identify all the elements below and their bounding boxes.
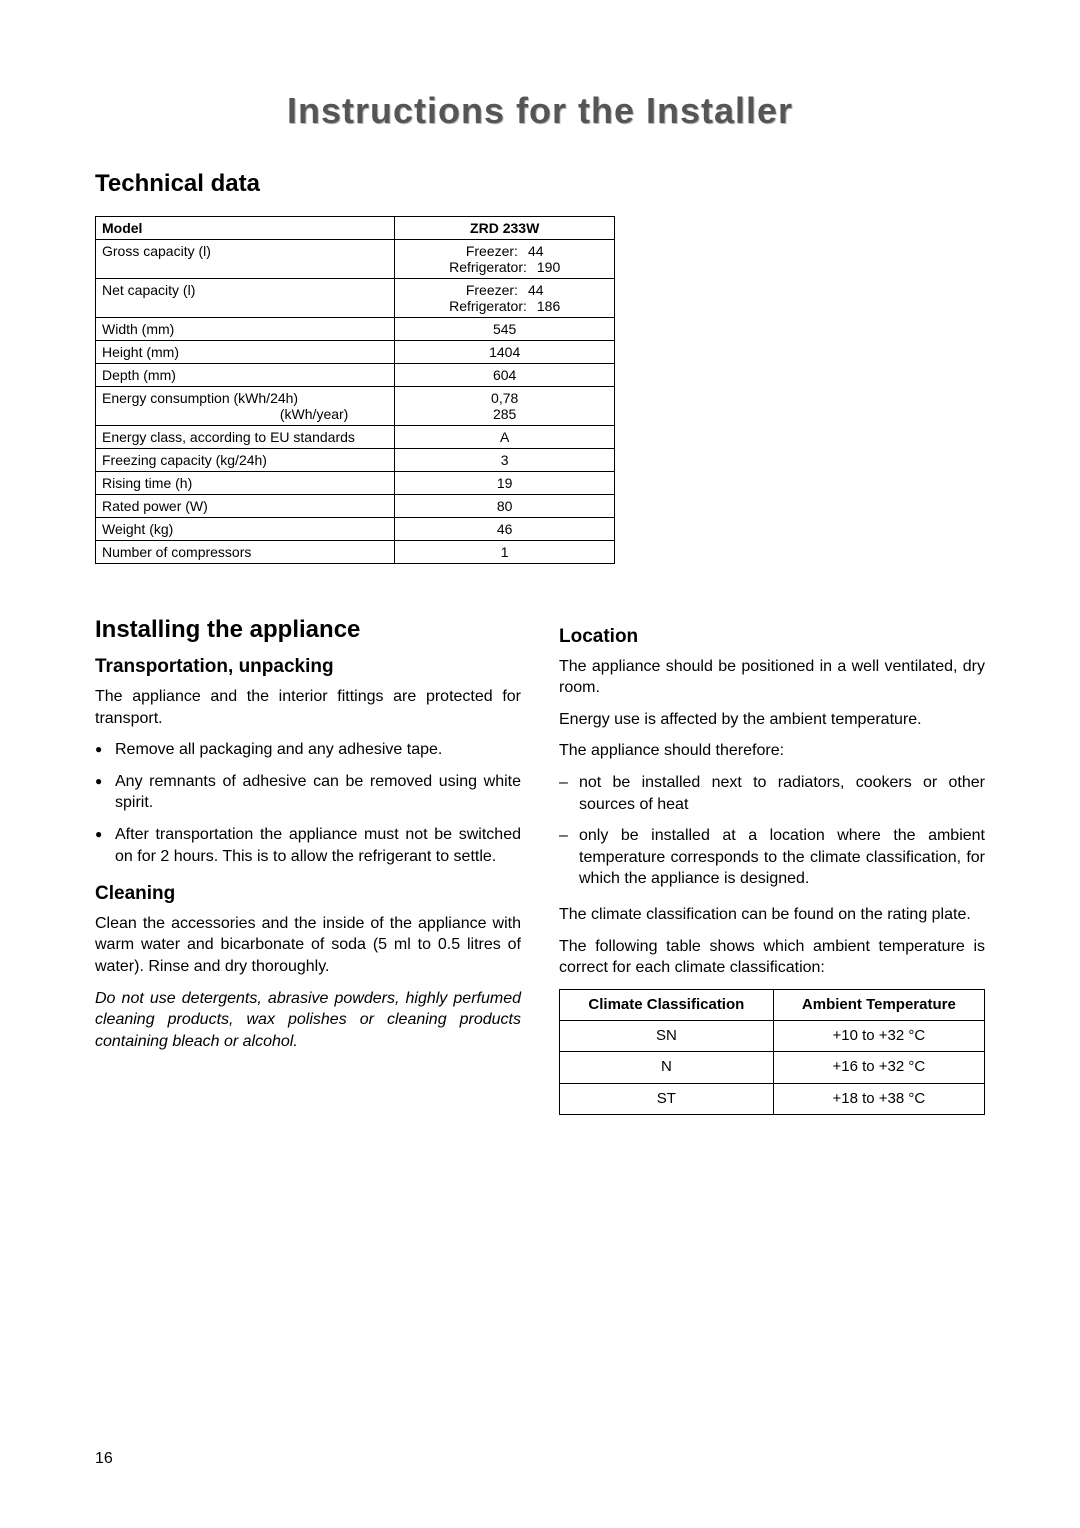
spec-row-value: 1 <box>395 541 615 564</box>
location-heading: Location <box>559 624 985 650</box>
spec-row-value: 3 <box>395 449 615 472</box>
climate-cell: +16 to +32 °C <box>773 1052 984 1083</box>
spec-table: Model ZRD 233W Gross capacity (l) Freeze… <box>95 216 615 564</box>
cleaning-text: Clean the accessories and the inside of … <box>95 913 521 978</box>
location-text: The following table shows which ambient … <box>559 936 985 979</box>
location-list: not be installed next to radiators, cook… <box>559 772 985 890</box>
page-number: 16 <box>95 1450 113 1468</box>
spec-subval: 44 <box>528 243 544 259</box>
spec-header-value: ZRD 233W <box>395 217 615 240</box>
spec-row-label: Energy consumption (kWh/24h) (kWh/year) <box>96 387 395 426</box>
spec-subkey: Freezer: <box>466 282 518 298</box>
spec-subkey: Refrigerator: <box>449 259 527 275</box>
spec-value-line: 285 <box>401 406 608 422</box>
installing-heading: Installing the appliance <box>95 614 521 646</box>
transport-heading: Transportation, unpacking <box>95 654 521 680</box>
climate-cell: ST <box>560 1083 774 1114</box>
transport-intro: The appliance and the interior fittings … <box>95 686 521 729</box>
climate-cell: +10 to +32 °C <box>773 1021 984 1052</box>
spec-row-label: Number of compressors <box>96 541 395 564</box>
spec-row-value: 604 <box>395 364 615 387</box>
cleaning-heading: Cleaning <box>95 881 521 907</box>
spec-row-value: 1404 <box>395 341 615 364</box>
location-text: The appliance should therefore: <box>559 740 985 762</box>
spec-row-label: Freezing capacity (kg/24h) <box>96 449 395 472</box>
spec-subval: 44 <box>528 282 544 298</box>
list-item: Remove all packaging and any adhesive ta… <box>95 739 521 761</box>
spec-label-line: (kWh/year) <box>102 406 388 422</box>
climate-header: Ambient Temperature <box>773 989 984 1020</box>
spec-header-label: Model <box>96 217 395 240</box>
technical-data-heading: Technical data <box>95 170 985 198</box>
spec-row-label: Energy class, according to EU standards <box>96 426 395 449</box>
spec-row-value: 19 <box>395 472 615 495</box>
page-title: Instructions for the Installer <box>95 90 985 132</box>
list-item: After transportation the appliance must … <box>95 824 521 867</box>
spec-subkey: Refrigerator: <box>449 298 527 314</box>
spec-value-line: 0,78 <box>401 390 608 406</box>
list-item: only be installed at a location where th… <box>559 825 985 890</box>
spec-label-line: Energy consumption (kWh/24h) <box>102 390 388 406</box>
spec-subval: 190 <box>537 259 560 275</box>
spec-row-value: 0,78 285 <box>395 387 615 426</box>
spec-row-label: Rising time (h) <box>96 472 395 495</box>
location-text: The appliance should be positioned in a … <box>559 656 985 699</box>
right-column: Location The appliance should be positio… <box>559 614 985 1115</box>
spec-row-label: Height (mm) <box>96 341 395 364</box>
climate-cell: +18 to +38 °C <box>773 1083 984 1114</box>
spec-row-value: 545 <box>395 318 615 341</box>
climate-cell: N <box>560 1052 774 1083</box>
spec-row-label: Depth (mm) <box>96 364 395 387</box>
list-item: Any remnants of adhesive can be removed … <box>95 771 521 814</box>
climate-table: Climate Classification Ambient Temperatu… <box>559 989 985 1115</box>
spec-row-label: Width (mm) <box>96 318 395 341</box>
spec-subval: 186 <box>537 298 560 314</box>
location-text: Energy use is affected by the ambient te… <box>559 709 985 731</box>
location-text: The climate classification can be found … <box>559 904 985 926</box>
spec-row-value: A <box>395 426 615 449</box>
spec-subkey: Freezer: <box>466 243 518 259</box>
spec-row-value: Freezer: 44 Refrigerator: 186 <box>395 279 615 318</box>
left-column: Installing the appliance Transportation,… <box>95 614 521 1115</box>
spec-row-value: 80 <box>395 495 615 518</box>
spec-row-value: Freezer: 44 Refrigerator: 190 <box>395 240 615 279</box>
spec-row-label: Rated power (W) <box>96 495 395 518</box>
spec-row-label: Gross capacity (l) <box>96 240 395 279</box>
spec-row-value: 46 <box>395 518 615 541</box>
list-item: not be installed next to radiators, cook… <box>559 772 985 815</box>
cleaning-warning: Do not use detergents, abrasive powders,… <box>95 988 521 1053</box>
transport-list: Remove all packaging and any adhesive ta… <box>95 739 521 867</box>
spec-row-label: Net capacity (l) <box>96 279 395 318</box>
climate-cell: SN <box>560 1021 774 1052</box>
climate-header: Climate Classification <box>560 989 774 1020</box>
spec-row-label: Weight (kg) <box>96 518 395 541</box>
